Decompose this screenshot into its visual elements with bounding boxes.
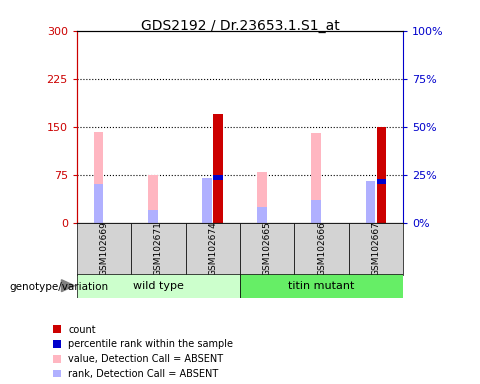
Text: wild type: wild type: [133, 281, 184, 291]
Bar: [376, 127, 386, 223]
Bar: [148, 210, 158, 223]
Bar: [94, 184, 104, 223]
Bar: [213, 175, 223, 180]
Text: GSM102666: GSM102666: [317, 221, 326, 276]
Bar: [257, 207, 267, 223]
FancyBboxPatch shape: [77, 274, 240, 298]
FancyBboxPatch shape: [186, 223, 240, 275]
Text: GSM102667: GSM102667: [372, 221, 381, 276]
Bar: [257, 172, 267, 223]
FancyBboxPatch shape: [131, 223, 186, 275]
Bar: [311, 200, 321, 223]
FancyBboxPatch shape: [77, 223, 131, 275]
Text: GSM102669: GSM102669: [99, 221, 108, 276]
Text: genotype/variation: genotype/variation: [10, 282, 109, 292]
FancyBboxPatch shape: [349, 223, 403, 275]
Bar: [366, 181, 375, 223]
Bar: [213, 114, 223, 223]
Text: GSM102665: GSM102665: [263, 221, 272, 276]
Polygon shape: [61, 280, 74, 292]
Bar: [94, 132, 104, 223]
Text: GSM102674: GSM102674: [208, 221, 217, 276]
Bar: [311, 133, 321, 223]
Bar: [203, 178, 212, 223]
Legend: count, percentile rank within the sample, value, Detection Call = ABSENT, rank, : count, percentile rank within the sample…: [53, 324, 233, 379]
FancyBboxPatch shape: [240, 223, 294, 275]
Bar: [376, 179, 386, 184]
Text: GDS2192 / Dr.23653.1.S1_at: GDS2192 / Dr.23653.1.S1_at: [141, 19, 339, 33]
FancyBboxPatch shape: [240, 274, 403, 298]
Bar: [148, 175, 158, 223]
Text: titin mutant: titin mutant: [288, 281, 355, 291]
FancyBboxPatch shape: [294, 223, 349, 275]
Text: GSM102671: GSM102671: [154, 221, 163, 276]
